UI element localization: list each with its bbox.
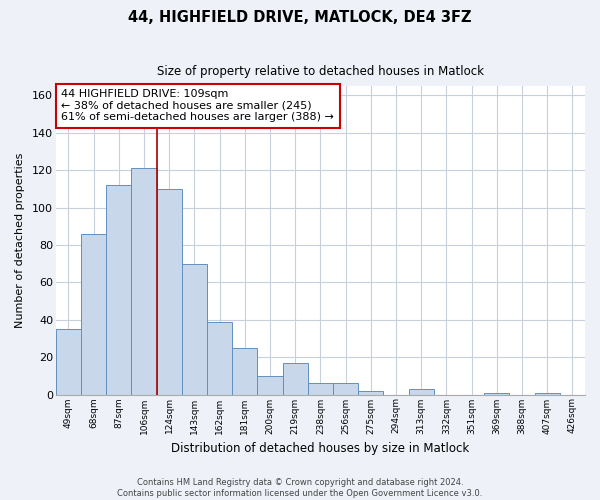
Bar [157,189,182,394]
Bar [131,168,157,394]
Bar [308,384,333,394]
Bar [409,389,434,394]
Bar [333,384,358,394]
Bar [56,329,81,394]
Bar [257,376,283,394]
X-axis label: Distribution of detached houses by size in Matlock: Distribution of detached houses by size … [171,442,470,455]
Text: 44, HIGHFIELD DRIVE, MATLOCK, DE4 3FZ: 44, HIGHFIELD DRIVE, MATLOCK, DE4 3FZ [128,10,472,25]
Bar [484,392,509,394]
Text: 44 HIGHFIELD DRIVE: 109sqm
← 38% of detached houses are smaller (245)
61% of sem: 44 HIGHFIELD DRIVE: 109sqm ← 38% of deta… [61,89,334,122]
Bar [358,391,383,394]
Y-axis label: Number of detached properties: Number of detached properties [15,152,25,328]
Title: Size of property relative to detached houses in Matlock: Size of property relative to detached ho… [157,65,484,78]
Text: Contains HM Land Registry data © Crown copyright and database right 2024.
Contai: Contains HM Land Registry data © Crown c… [118,478,482,498]
Bar [207,322,232,394]
Bar [106,185,131,394]
Bar [283,362,308,394]
Bar [81,234,106,394]
Bar [232,348,257,395]
Bar [535,392,560,394]
Bar [182,264,207,394]
